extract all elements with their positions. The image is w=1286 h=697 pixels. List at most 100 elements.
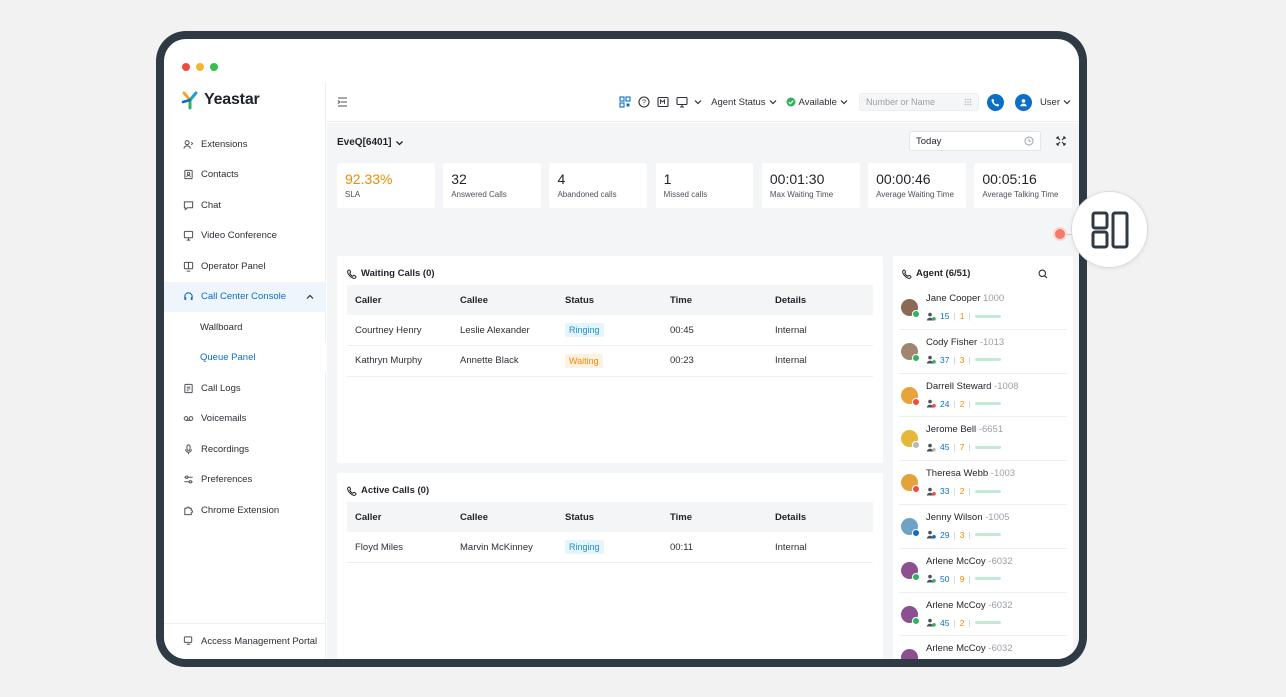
- agent-stats: 45 | 2 |: [926, 618, 1001, 628]
- stat-label: Abandoned calls: [557, 190, 617, 199]
- availability-dropdown[interactable]: Available: [786, 97, 848, 108]
- table-row[interactable]: Courtney Henry Leslie Alexander Ringing 00:…: [347, 315, 873, 346]
- meeting-icon[interactable]: [656, 95, 670, 109]
- agent-queue-icon: [926, 356, 936, 364]
- phone-icon: [347, 268, 357, 279]
- sidebar-item-voicemails[interactable]: Voicemails: [164, 404, 326, 435]
- agent-item[interactable]: Theresa Webb -1003 33 | 2 |: [899, 461, 1067, 505]
- agent-avatar: [901, 474, 920, 494]
- answered-count: 50: [940, 573, 950, 584]
- separator: |: [968, 311, 971, 321]
- phone-icon: [902, 268, 912, 279]
- sidebar-item-operator-panel[interactable]: Operator Panel: [164, 251, 326, 282]
- sidebar-item-contacts[interactable]: Contacts: [164, 160, 326, 191]
- cell-details: Internal: [767, 532, 873, 563]
- sidebar-item-video-conference[interactable]: Video Conference: [164, 221, 326, 252]
- sidebar-item-label: Chrome Extension: [201, 504, 280, 516]
- logo[interactable]: Yeastar: [180, 90, 260, 110]
- sidebar-item-chrome-extension[interactable]: Chrome Extension: [164, 495, 326, 526]
- queue-selector[interactable]: EveQ[6401]: [337, 137, 404, 148]
- agent-activity-bar: [974, 533, 1001, 537]
- agent-item[interactable]: Cody Fisher -1013 37 | 3 |: [899, 330, 1067, 374]
- sidebar-item-label: Access Management Portal: [201, 636, 318, 647]
- agent-item[interactable]: Arlene McCoy -6032 50 | 9 |: [899, 549, 1067, 593]
- agent-queue-icon: [926, 531, 936, 540]
- agent-name: Arlene McCoy -6032: [926, 643, 1013, 654]
- table-header-row: Caller Callee Status Time Details: [347, 502, 873, 532]
- answered-count: 45: [940, 617, 950, 628]
- separator: |: [953, 354, 956, 365]
- date-filter-select[interactable]: Today: [909, 131, 1041, 151]
- column-header: Time: [662, 502, 767, 532]
- agent-search-icon[interactable]: [1038, 268, 1048, 282]
- agent-avatar: [901, 605, 920, 625]
- table-row[interactable]: Kathryn Murphy Annette Black Waiting 00:23 I…: [347, 345, 873, 377]
- sidebar-item-chat[interactable]: Chat: [164, 190, 326, 221]
- agent-stats: 37 | 3 |: [926, 355, 1001, 365]
- minimize-window-dot[interactable]: [196, 63, 204, 71]
- sidebar-item-access-management-portal[interactable]: Access Management Portal: [164, 623, 326, 659]
- queue-stats: 92.33% SLA 32 Answered Calls 4 Abandoned call…: [337, 163, 1073, 208]
- agent-name-text: Jenny Wilson: [926, 511, 983, 523]
- agent-item[interactable]: Jenny Wilson -1005 29 | 3 |: [899, 505, 1067, 549]
- sidebar: Yeastar Extensions Contacts Chat Video Conf…: [164, 82, 326, 659]
- stat-label: Max Waiting Time: [769, 190, 834, 199]
- separator: |: [953, 311, 956, 321]
- agent-item[interactable]: Arlene McCoy -603235|6|: [899, 636, 1067, 659]
- agent-activity-bar: [974, 621, 1001, 625]
- agent-name-text: Darrell Steward: [926, 380, 992, 392]
- sidebar-item-wallboard[interactable]: Wallboard: [164, 312, 326, 343]
- sidebar-item-recordings[interactable]: Recordings: [164, 434, 326, 465]
- monitor-dropdown-chevron-icon[interactable]: [694, 97, 702, 108]
- user-avatar[interactable]: [1014, 93, 1032, 111]
- maximize-window-dot[interactable]: [210, 63, 218, 71]
- agent-queue-icon: [926, 618, 936, 627]
- fullscreen-icon[interactable]: [1052, 132, 1070, 150]
- qr-code-icon[interactable]: [618, 95, 632, 109]
- status-badge: Waiting: [565, 353, 603, 368]
- agent-item[interactable]: Darrell Steward -1008 24 | 2 |: [899, 374, 1067, 418]
- sidebar-item-call-logs[interactable]: Call Logs: [164, 373, 326, 404]
- call-button[interactable]: [986, 93, 1004, 111]
- agent-stats: 33 | 2 |: [926, 486, 1001, 496]
- user-icon: [1020, 98, 1027, 106]
- monitor-icon[interactable]: [675, 95, 689, 109]
- yeastar-logo-icon: [181, 91, 198, 110]
- presence-status-dot: [912, 528, 920, 537]
- sidebar-item-label: Extensions: [201, 138, 248, 150]
- table-row[interactable]: Floyd Miles Marvin McKinney Ringing 00:11 In…: [347, 532, 873, 563]
- help-icon[interactable]: ?: [637, 95, 651, 109]
- agent-stats: 45 | 7 |: [926, 442, 1001, 452]
- agent-status-dropdown[interactable]: Agent Status: [711, 97, 776, 108]
- dial-search-placeholder: Number or Name: [865, 97, 935, 107]
- close-window-dot[interactable]: [182, 63, 190, 71]
- sidebar-item-queue-panel[interactable]: Queue Panel: [164, 342, 326, 373]
- video-conference-icon: [183, 230, 194, 241]
- sidebar-item-preferences[interactable]: Preferences: [164, 465, 326, 496]
- layout-toggle-callout[interactable]: [1071, 191, 1148, 268]
- sidebar-item-label: Wallboard: [200, 321, 243, 333]
- agent-item[interactable]: Jerome Bell -6651 45 | 7 |: [899, 417, 1067, 462]
- user-label: User: [1039, 96, 1060, 108]
- chevron-down-icon: [1063, 100, 1071, 105]
- sidebar-item-label: Video Conference: [201, 230, 277, 242]
- voicemail-icon: [183, 413, 194, 424]
- menu-toggle-icon[interactable]: [337, 96, 348, 110]
- dialpad-icon[interactable]: [964, 98, 972, 106]
- operator-panel-icon: [183, 261, 194, 272]
- agent-avatar: [901, 386, 920, 406]
- separator: |: [968, 354, 971, 365]
- agent-activity-bar: [974, 314, 1001, 318]
- sidebar-item-call-center-console[interactable]: Call Center Console: [164, 281, 326, 312]
- dial-search-input[interactable]: Number or Name: [858, 93, 979, 111]
- agent-panel: Agent (6/51) Jane Cooper 1000 15 | 1 | Cody F…: [893, 256, 1073, 659]
- active-calls-title: Active Calls (0): [347, 485, 429, 496]
- agent-item[interactable]: Arlene McCoy -6032 45 | 2 |: [899, 593, 1067, 637]
- sidebar-item-extensions[interactable]: Extensions: [164, 129, 326, 160]
- cell-status: Waiting: [557, 345, 662, 377]
- agent-stats: 24 | 2 |: [926, 399, 1001, 409]
- chevron-up-icon[interactable]: [306, 292, 314, 303]
- agent-item[interactable]: Jane Cooper 1000 15 | 1 |: [899, 286, 1067, 330]
- waiting-calls-label: Waiting Calls (0): [361, 268, 435, 279]
- user-menu[interactable]: User: [1040, 97, 1071, 108]
